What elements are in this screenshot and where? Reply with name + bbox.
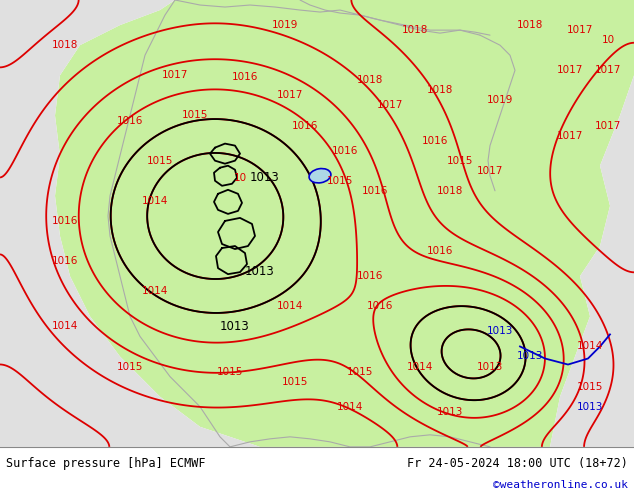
Text: 1019: 1019 — [272, 20, 298, 30]
Text: ©weatheronline.co.uk: ©weatheronline.co.uk — [493, 480, 628, 490]
Text: 10: 10 — [233, 173, 247, 183]
Text: 1017: 1017 — [277, 90, 303, 100]
Text: 1016: 1016 — [367, 301, 393, 311]
Text: 1018: 1018 — [52, 40, 78, 50]
Text: 1016: 1016 — [52, 216, 78, 226]
Text: 1015: 1015 — [327, 176, 353, 186]
Text: 1017: 1017 — [595, 121, 621, 130]
Text: 1013: 1013 — [487, 326, 513, 337]
Text: 1014: 1014 — [277, 301, 303, 311]
Text: Surface pressure [hPa] ECMWF: Surface pressure [hPa] ECMWF — [6, 457, 206, 470]
Text: 1013: 1013 — [245, 265, 275, 278]
Text: 1016: 1016 — [427, 246, 453, 256]
Text: 1014: 1014 — [407, 362, 433, 371]
Text: 1018: 1018 — [357, 75, 383, 85]
Text: 1016: 1016 — [422, 136, 448, 146]
Text: 1017: 1017 — [377, 100, 403, 110]
Text: 1016: 1016 — [117, 116, 143, 125]
Text: 1013: 1013 — [250, 171, 280, 184]
Text: 1016: 1016 — [232, 73, 258, 82]
Text: 1013: 1013 — [517, 351, 543, 362]
Text: 1015: 1015 — [117, 362, 143, 371]
Text: Fr 24-05-2024 18:00 UTC (18+72): Fr 24-05-2024 18:00 UTC (18+72) — [407, 457, 628, 470]
Polygon shape — [0, 0, 260, 447]
Text: 1018: 1018 — [427, 85, 453, 96]
Text: 1017: 1017 — [162, 71, 188, 80]
Text: 1016: 1016 — [292, 121, 318, 130]
Text: 1014: 1014 — [337, 402, 363, 412]
Text: 1014: 1014 — [52, 321, 78, 331]
Text: 1016: 1016 — [362, 186, 388, 196]
Text: 1017: 1017 — [567, 25, 593, 35]
Text: 1018: 1018 — [517, 20, 543, 30]
Text: 1017: 1017 — [477, 166, 503, 176]
Text: 1014: 1014 — [142, 286, 168, 296]
Text: 1016: 1016 — [357, 271, 383, 281]
Text: 1019: 1019 — [487, 96, 513, 105]
Text: 1017: 1017 — [557, 65, 583, 75]
Text: 1017: 1017 — [557, 130, 583, 141]
Text: 1014: 1014 — [142, 196, 168, 206]
Text: 1015: 1015 — [447, 156, 473, 166]
Polygon shape — [550, 75, 634, 447]
Text: 1018: 1018 — [437, 186, 463, 196]
Text: 1015: 1015 — [182, 110, 208, 121]
Ellipse shape — [309, 169, 331, 183]
Text: 1015: 1015 — [147, 156, 173, 166]
Text: 1013: 1013 — [437, 407, 463, 416]
Text: 1013: 1013 — [220, 320, 250, 333]
PathPatch shape — [55, 0, 634, 447]
Text: 1013: 1013 — [577, 402, 603, 412]
Text: 1015: 1015 — [347, 367, 373, 376]
Text: 1013: 1013 — [477, 362, 503, 371]
Text: 10: 10 — [602, 35, 614, 45]
Text: 1018: 1018 — [402, 25, 428, 35]
Text: 1016: 1016 — [332, 146, 358, 156]
Text: 1015: 1015 — [577, 382, 603, 392]
Text: 1015: 1015 — [217, 367, 243, 376]
Text: 1017: 1017 — [595, 65, 621, 75]
Text: 1014: 1014 — [577, 342, 603, 351]
Text: 1016: 1016 — [52, 256, 78, 266]
Text: 1015: 1015 — [281, 377, 308, 387]
